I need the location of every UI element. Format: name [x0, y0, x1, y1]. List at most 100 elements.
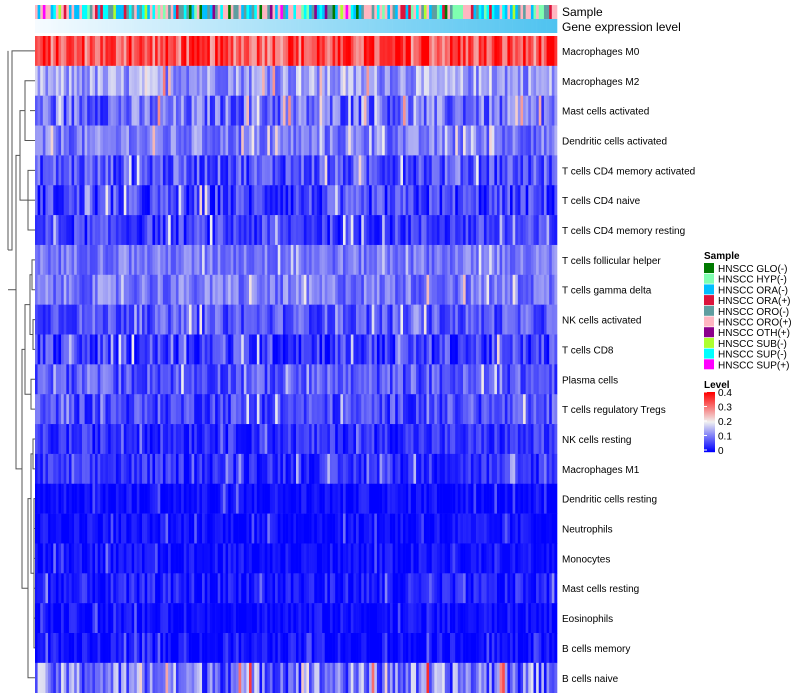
- heatmap-cell: [530, 483, 534, 514]
- sample-annotation-cell: [217, 5, 221, 19]
- heatmap-cell: [410, 95, 414, 126]
- heatmap-cell: [340, 334, 344, 365]
- heatmap-cell: [408, 36, 412, 67]
- heatmap-cell: [442, 155, 446, 186]
- heatmap-cell: [465, 36, 469, 67]
- heatmap-cell: [35, 274, 38, 305]
- heatmap-cell: [478, 65, 482, 96]
- heatmap-cell: [546, 573, 550, 604]
- heatmap-cell: [53, 65, 57, 96]
- level-gradient-segment: [704, 418, 715, 420]
- heatmap-cell: [108, 274, 111, 305]
- heatmap-cell: [134, 483, 138, 514]
- heatmap-cell: [178, 424, 182, 455]
- heatmap-cell: [520, 453, 524, 485]
- heatmap-cell: [554, 483, 558, 514]
- heatmap-cell: [510, 662, 513, 693]
- heatmap-cell: [100, 36, 104, 67]
- heatmap-cell: [63, 364, 67, 395]
- heatmap-cell: [491, 364, 495, 395]
- heatmap-cell: [423, 185, 427, 216]
- sample-annotation-cell: [332, 5, 336, 19]
- heatmap-cell: [502, 394, 506, 425]
- heatmap-cell: [392, 215, 396, 246]
- heatmap-cell: [225, 453, 229, 485]
- heatmap-cell: [358, 573, 362, 604]
- heatmap-cell: [126, 36, 130, 67]
- heatmap-cell: [350, 334, 354, 365]
- heatmap-cell: [285, 334, 289, 365]
- heatmap-cell: [259, 95, 263, 126]
- heatmap-cell: [42, 394, 46, 425]
- heatmap-cell: [483, 424, 487, 455]
- heatmap-cell: [186, 65, 190, 96]
- heatmap-cell: [165, 394, 169, 425]
- heatmap-cell: [168, 633, 172, 664]
- heatmap-cell: [413, 424, 417, 455]
- heatmap-cell: [530, 274, 534, 305]
- heatmap-cell: [483, 662, 487, 693]
- heatmap-cell: [199, 364, 203, 395]
- heatmap-cell: [356, 662, 359, 693]
- heatmap-cell: [199, 304, 203, 335]
- heatmap-cell: [89, 513, 93, 544]
- heatmap-cell: [316, 304, 320, 335]
- heatmap-cell: [100, 65, 104, 96]
- heatmap-cell: [384, 36, 388, 67]
- heatmap-cell: [238, 155, 242, 186]
- heatmap-cell: [413, 95, 417, 126]
- heatmap-cell: [40, 513, 44, 544]
- sample-annotation-cell: [457, 5, 461, 19]
- heatmap-cell: [543, 334, 547, 365]
- heatmap-cell: [541, 185, 545, 216]
- sample-annotation-cell: [481, 5, 485, 19]
- heatmap-cell: [188, 483, 192, 514]
- heatmap-cell: [324, 543, 328, 574]
- heatmap-cell: [220, 334, 224, 365]
- heatmap-cell: [173, 633, 177, 664]
- heatmap-cell: [254, 185, 258, 216]
- legend-swatch: [704, 263, 714, 273]
- heatmap-cell: [314, 304, 318, 335]
- heatmap-cell: [337, 424, 341, 455]
- heatmap-cell: [342, 513, 346, 544]
- heatmap-cell: [504, 513, 508, 544]
- heatmap-cell: [92, 424, 96, 455]
- heatmap-cell: [520, 36, 524, 67]
- heatmap-cell: [84, 513, 88, 544]
- heatmap-cell: [121, 185, 125, 216]
- heatmap-cell: [217, 215, 221, 246]
- heatmap-cell: [303, 424, 307, 455]
- heatmap-cell: [374, 244, 378, 276]
- heatmap-cell: [139, 543, 143, 574]
- heatmap-cell: [465, 274, 469, 305]
- heatmap-cell: [53, 185, 57, 216]
- heatmap-cell: [418, 633, 422, 664]
- heatmap-cell: [311, 274, 315, 305]
- heatmap-cell: [356, 215, 359, 246]
- heatmap-cell: [551, 453, 555, 485]
- heatmap-cell: [301, 304, 305, 335]
- heatmap-cell: [309, 633, 312, 664]
- heatmap-cell: [327, 95, 331, 126]
- sample-annotation-cell: [314, 5, 318, 19]
- heatmap-cell: [449, 65, 453, 96]
- heatmap-cell: [97, 603, 101, 634]
- heatmap-cell: [423, 603, 427, 634]
- heatmap-cell: [337, 274, 341, 305]
- heatmap-cell: [183, 662, 187, 693]
- heatmap-cell: [387, 453, 391, 485]
- heatmap-cell: [491, 424, 495, 455]
- heatmap-cell: [374, 603, 378, 634]
- heatmap-cell: [400, 394, 404, 425]
- heatmap-cell: [204, 394, 208, 425]
- heatmap-cell: [204, 155, 208, 186]
- heatmap-cell: [183, 155, 187, 186]
- heatmap-cell: [463, 65, 466, 96]
- heatmap-cell: [204, 185, 208, 216]
- heatmap-cell: [188, 125, 192, 156]
- heatmap-cell: [68, 334, 72, 365]
- heatmap-cell: [147, 215, 151, 246]
- heatmap-cell: [332, 274, 336, 305]
- heatmap-cell: [92, 513, 96, 544]
